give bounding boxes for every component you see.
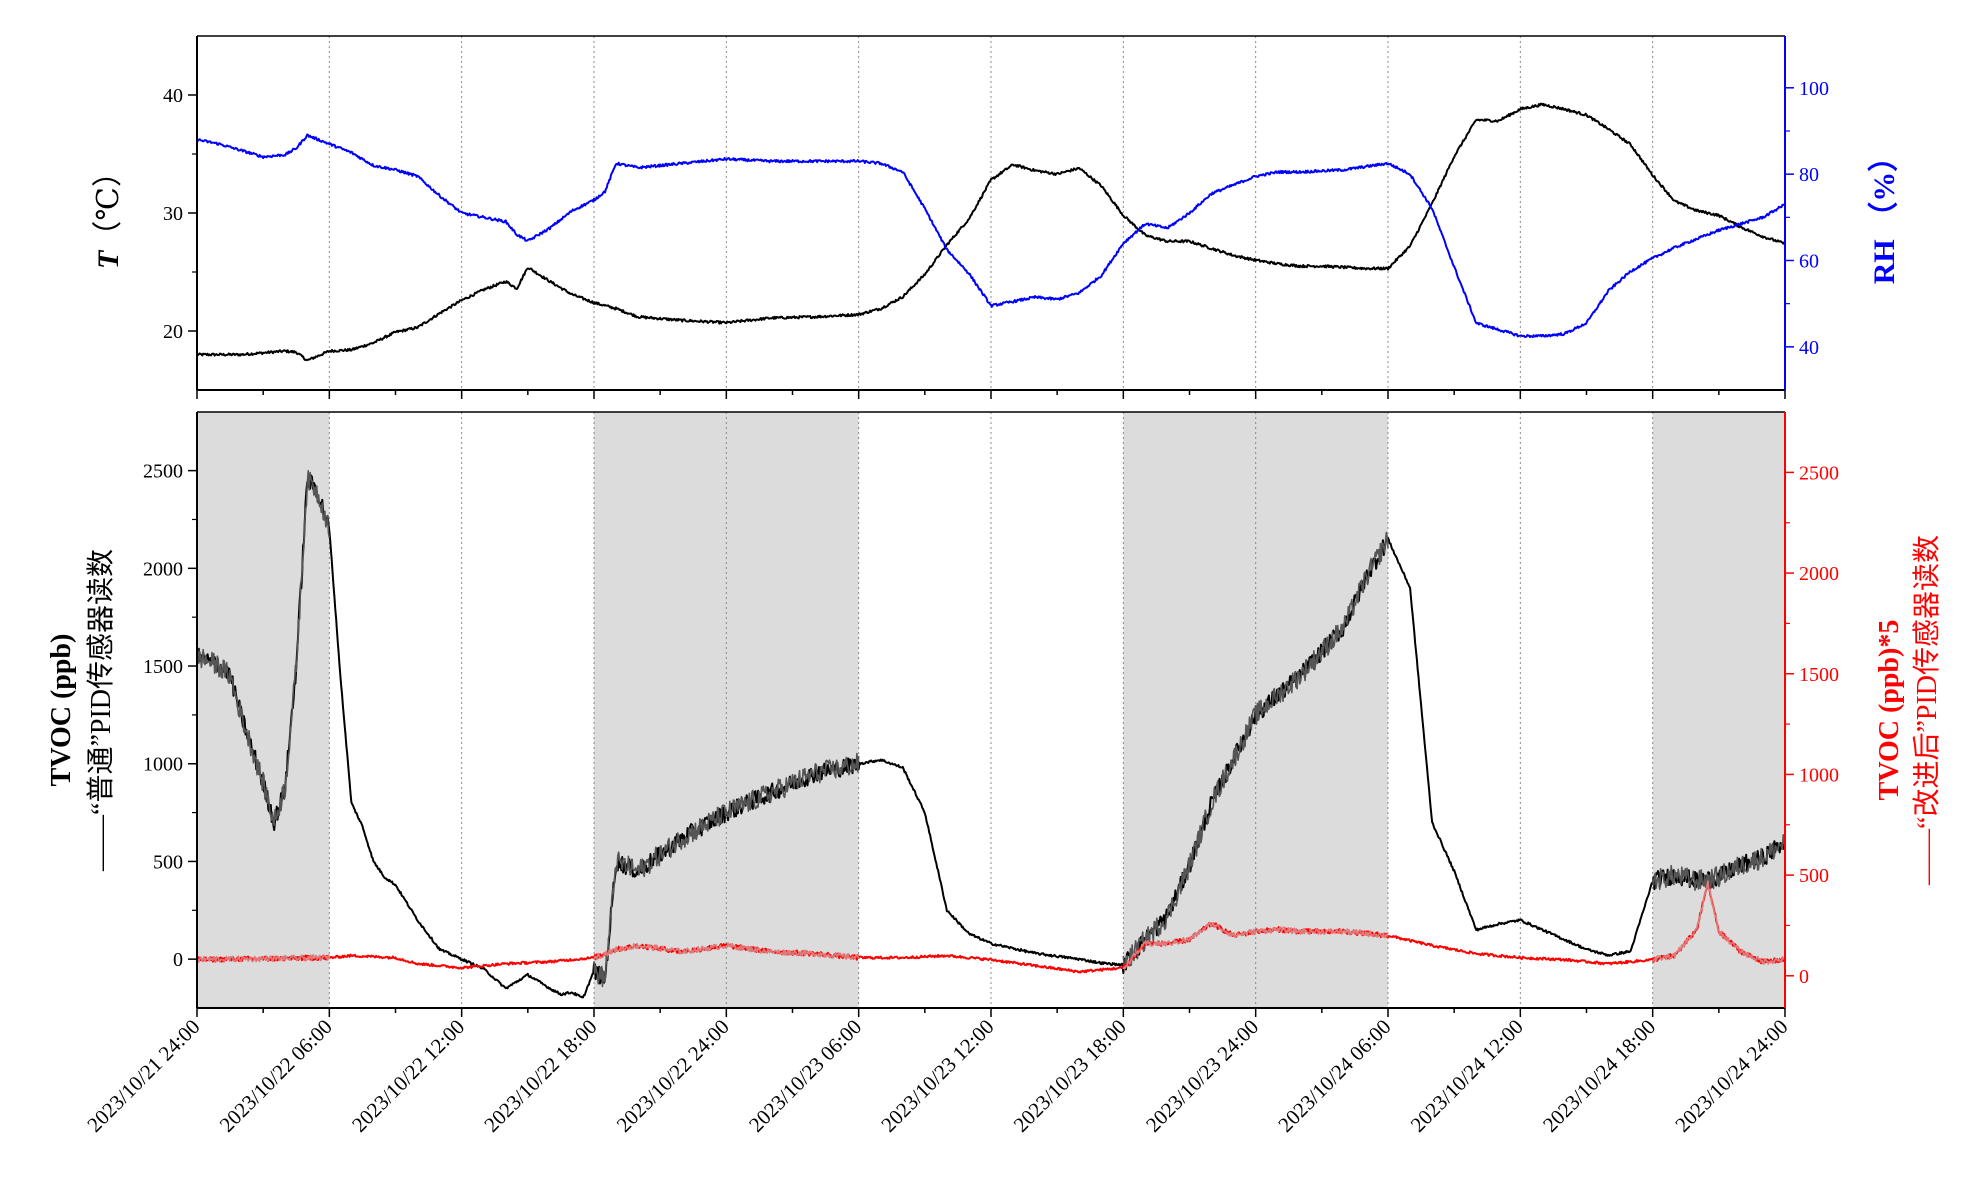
x-tick-label-10: 2023/10/24 12:00 [1406,1015,1528,1137]
y-left-axis-label-top: T（℃） [92,157,125,269]
y-left-tick-label-1-3: 1500 [143,656,183,678]
y-right-tick-label-1-2: 1000 [1799,764,1839,786]
series-noise-1-0-2 [1122,531,1389,970]
series-noise-1-1-3 [1652,880,1786,965]
axis-labels: T（℃） RH （%） TVOC (ppb) ——“普通”PID传感器读数 TVOC (… [46,142,1943,886]
y-left-axis-label-bottom-line2: ——“普通”PID传感器读数 [85,549,117,872]
x-tick-label-12: 2023/10/24 24:00 [1670,1015,1792,1137]
x-tick-label-0: 2023/10/21 24:00 [82,1015,204,1137]
y-right-axis-label-bottom-line1: TVOC (ppb)*5 [1874,620,1905,801]
x-tick-label-1: 2023/10/22 06:00 [215,1015,337,1137]
series-line-1-1 [196,882,1786,974]
series-noise-1-1-1 [593,942,860,961]
y-left-tick-label-1-2: 1000 [143,754,183,776]
x-tick-label-4: 2023/10/22 24:00 [612,1015,734,1137]
y-left-axis-label-symbol: T [92,249,125,269]
series-line-0-1 [196,133,1786,339]
y-left-tick-label-1-1: 500 [153,851,183,873]
y-right-tick-label-1-4: 2000 [1799,563,1839,585]
x-tick-label-7: 2023/10/23 18:00 [1009,1015,1131,1137]
tick-labels: 2030404060801000500100015002000250005001… [82,78,1839,1137]
x-tick-label-11: 2023/10/24 18:00 [1538,1015,1660,1137]
series-line-1-0 [196,474,1786,999]
y-right-tick-label-0-2: 80 [1799,164,1819,186]
y-left-axis-label-unit: （℃） [92,157,125,251]
y-left-tick-label-0-0: 20 [163,321,183,343]
x-tick-label-2: 2023/10/22 12:00 [347,1015,469,1137]
series-noise-1-0-0 [196,470,331,826]
y-right-tick-label-1-1: 500 [1799,865,1829,887]
y-right-tick-label-1-0: 0 [1799,966,1809,988]
y-left-tick-label-0-2: 40 [163,85,183,107]
y-left-tick-label-1-0: 0 [173,949,183,971]
x-tick-label-9: 2023/10/24 06:00 [1273,1015,1395,1137]
y-left-tick-label-1-5: 2500 [143,461,183,483]
x-tick-label-6: 2023/10/23 12:00 [876,1015,998,1137]
data-series [196,102,1786,999]
series-noise-1-0-1 [593,752,860,988]
x-tick-label-3: 2023/10/22 18:00 [479,1015,601,1137]
y-right-tick-label-0-1: 60 [1799,250,1819,272]
series-noise-1-0-3 [1651,833,1786,892]
y-right-tick-label-1-5: 2500 [1799,462,1839,484]
y-right-tick-label-0-3: 100 [1799,78,1829,100]
y-left-tick-label-0-1: 30 [163,203,183,225]
shaded-interval-1-3 [1652,412,1785,1008]
x-tick-label-8: 2023/10/23 24:00 [1141,1015,1263,1137]
series-noise-1-1-2 [1122,921,1389,970]
y-right-axis-label-top: RH （%） [1867,142,1901,285]
x-tick-label-5: 2023/10/23 06:00 [744,1015,866,1137]
vertical-gridlines [328,36,1654,1008]
series-noise-1-1-0 [196,954,331,963]
y-right-tick-label-1-3: 1500 [1799,664,1839,686]
shaded-interval-1-0 [197,412,330,1008]
y-right-axis-label-bottom-line2: ——“改进后”PID传感器读数 [1911,535,1943,886]
y-left-axis-label-bottom-line1: TVOC (ppb) [46,634,77,787]
shaded-intervals [197,412,1785,1008]
axes [188,35,1794,1017]
series-line-0-0 [196,102,1786,362]
y-left-tick-label-1-4: 2000 [143,558,183,580]
y-right-tick-label-0-0: 40 [1799,337,1819,359]
